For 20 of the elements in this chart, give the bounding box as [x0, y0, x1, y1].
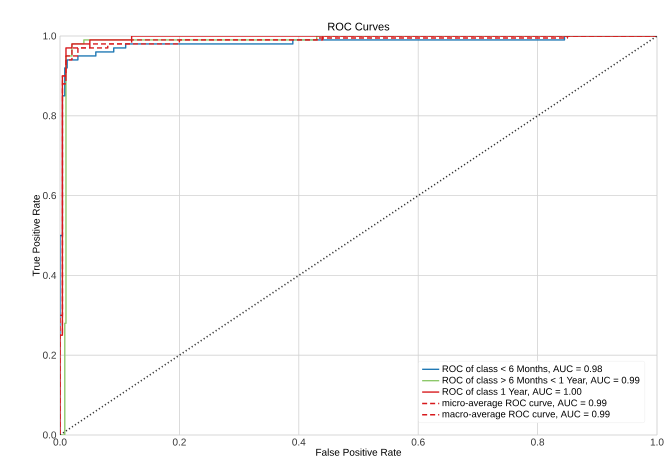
y-tick-label: 0.2 — [42, 352, 56, 359]
chart-title: ROC Curves — [328, 22, 390, 30]
x-tick-label: 0.4 — [292, 438, 306, 446]
x-tick-label: 0.2 — [172, 438, 186, 446]
legend-label: ROC of class 1 Year, AUC = 1.00 — [442, 388, 582, 396]
x-tick-label: 1.0 — [650, 438, 664, 446]
y-axis-title: True Positive Rate — [32, 195, 40, 276]
x-tick-label: 0.6 — [412, 438, 425, 446]
legend-label: ROC of class < 6 Months, AUC = 0.98 — [442, 365, 602, 374]
legend-label: macro-average ROC curve, AUC = 0.99 — [442, 410, 610, 420]
y-tick-label: 0.4 — [42, 272, 56, 279]
x-tick-label: 0.0 — [53, 438, 67, 446]
legend-label: ROC of class > 6 Months < 1 Year, AUC = 0.99 — [442, 376, 640, 385]
legend-label: micro-average ROC curve, AUC = 0.99 — [442, 399, 606, 408]
x-tick-label: 0.8 — [531, 438, 544, 446]
y-tick-label: 1.0 — [43, 32, 56, 40]
y-tick-label: 0.6 — [42, 192, 56, 200]
y-tick-label: 0.0 — [42, 431, 56, 439]
y-tick-label: 0.8 — [42, 112, 56, 120]
x-axis-title: False Positive Rate — [316, 448, 402, 456]
